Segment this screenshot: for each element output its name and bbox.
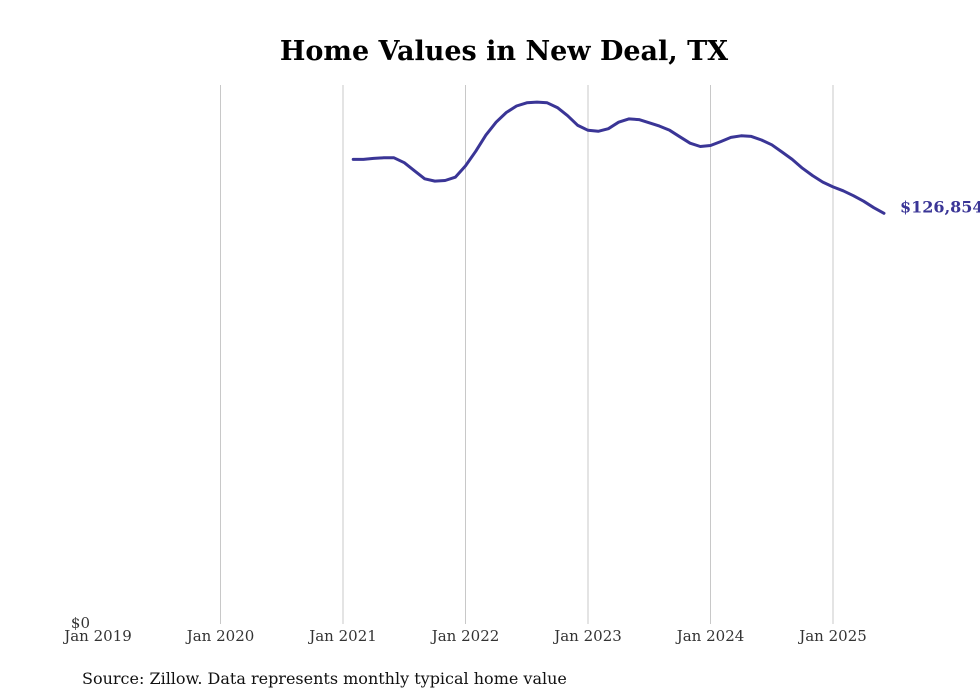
x-tick-label: Jan 2022	[430, 627, 500, 645]
source-note: Source: Zillow. Data represents monthly …	[82, 669, 567, 688]
chart-title: Home Values in New Deal, TX	[280, 36, 728, 67]
x-tick-label: Jan 2020	[185, 627, 255, 645]
x-tick-label: Jan 2025	[797, 627, 867, 645]
grid-lines	[220, 85, 834, 624]
end-value-label: $126,854	[900, 197, 980, 216]
x-tick-label: Jan 2019	[62, 627, 132, 645]
x-tick-label: Jan 2021	[307, 627, 377, 645]
series-line-home-value	[351, 100, 886, 215]
y-axis-zero-label: $0	[71, 614, 90, 632]
x-axis-ticks: Jan 2019 Jan 2020 Jan 2021 Jan 2022 Jan 2023…	[62, 627, 867, 645]
x-tick-label: Jan 2023	[552, 627, 622, 645]
x-tick-label: Jan 2024	[675, 627, 745, 645]
